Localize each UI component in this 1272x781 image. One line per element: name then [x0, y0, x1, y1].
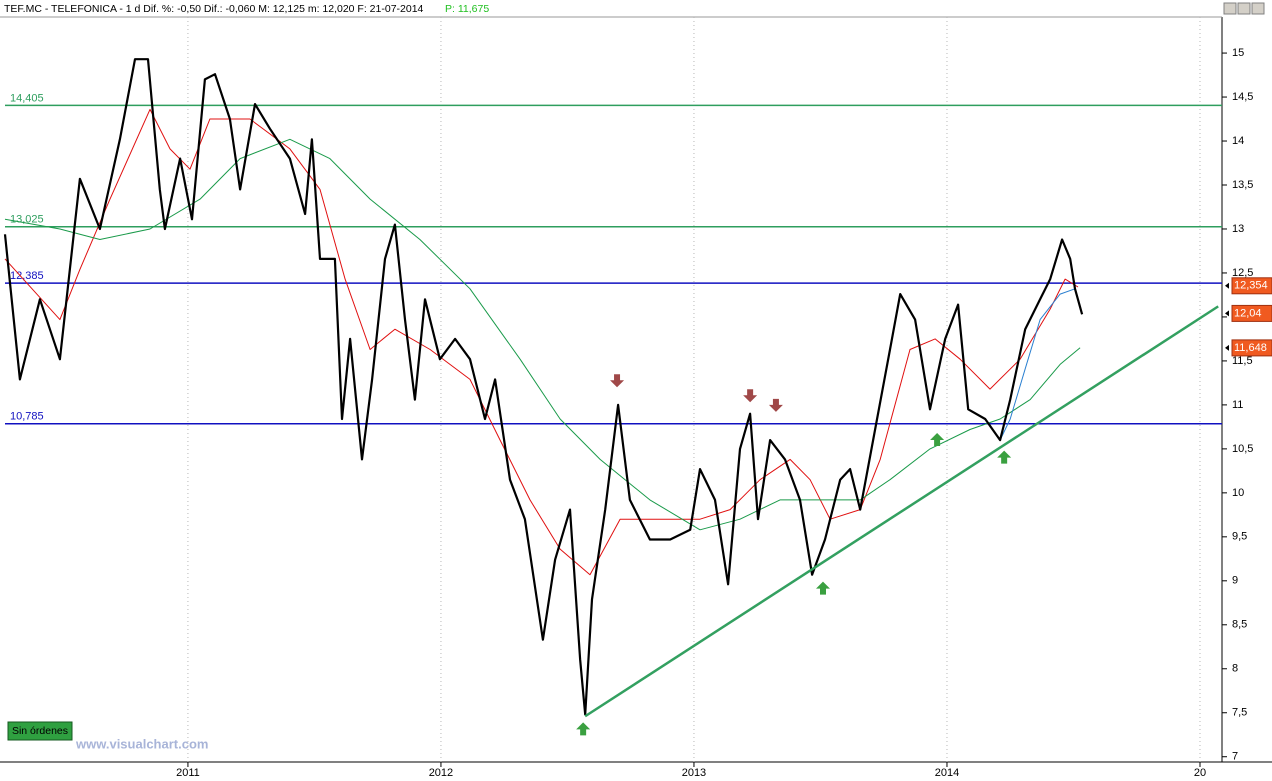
- price-tag-label: 12,354: [1234, 280, 1268, 292]
- price-tag-label: 12,04: [1234, 307, 1262, 319]
- status-text: Sin órdenes: [12, 725, 68, 737]
- x-tick-label: 20: [1194, 767, 1206, 779]
- series-line: [4, 138, 1081, 531]
- header-text: TEF.MC - TELEFONICA - 1 d Dif. %: -0,50 …: [4, 3, 424, 15]
- y-tick-label: 10,5: [1232, 443, 1253, 455]
- level-label: 12,385: [10, 270, 44, 282]
- signal-arrow: [997, 450, 1012, 464]
- axes-layer: 77,588,599,51010,51111,51212,51313,51414…: [176, 47, 1272, 779]
- y-tick-label: 12,5: [1232, 267, 1253, 279]
- watermark: www.visualchart.com: [75, 736, 208, 751]
- window-buttons: [1223, 2, 1265, 15]
- x-tick-label: 2014: [935, 767, 959, 779]
- series-layer: [3, 58, 1084, 716]
- y-tick-label: 8,5: [1232, 619, 1247, 631]
- level-label: 10,785: [10, 411, 44, 423]
- grid-layer: [187, 17, 1201, 762]
- y-tick-label: 13,5: [1232, 179, 1253, 191]
- price-tag-label: 11,648: [1234, 342, 1267, 354]
- series-line: [3, 58, 1084, 716]
- levels-layer: 14,405 13,025 12,385 10,785: [5, 92, 1222, 425]
- signal-arrow: [610, 374, 625, 388]
- y-tick-label: 8: [1232, 663, 1238, 675]
- y-tick-label: 9: [1232, 575, 1238, 587]
- maximize-button[interactable]: [1237, 2, 1251, 15]
- y-tick-label: 13: [1232, 223, 1244, 235]
- signal-arrow: [815, 581, 830, 595]
- series-line: [999, 288, 1076, 441]
- y-tick-label: 10: [1232, 487, 1244, 499]
- close-button[interactable]: [1251, 2, 1265, 15]
- y-tick-label: 11: [1232, 399, 1243, 411]
- price-tag: [1231, 339, 1272, 357]
- y-tick-label: 14: [1232, 135, 1244, 147]
- y-tick-label: 15: [1232, 47, 1244, 59]
- series-line: [4, 108, 1079, 576]
- x-tick-label: 2013: [682, 767, 706, 779]
- signal-arrow: [930, 433, 945, 447]
- y-tick-label: 7: [1232, 751, 1238, 763]
- price-tag-pointer: [1225, 310, 1229, 317]
- price-tag-pointer: [1225, 282, 1229, 289]
- price-tag: [1231, 304, 1272, 322]
- signal-arrow: [743, 389, 758, 403]
- signal-arrow: [576, 722, 591, 736]
- status-box[interactable]: [7, 721, 73, 741]
- y-tick-label: 14,5: [1232, 91, 1253, 103]
- level-label: 14,405: [10, 92, 44, 104]
- price-tag: [1231, 277, 1272, 295]
- y-tick-label: 11,5: [1232, 355, 1253, 367]
- minimize-button[interactable]: [1223, 2, 1237, 15]
- header-bar: [0, 0, 1272, 17]
- x-tick-label: 2012: [429, 767, 453, 779]
- y-tick-label: 9,5: [1232, 531, 1247, 543]
- signal-arrow: [768, 398, 783, 412]
- header-price: P: 11,675: [445, 3, 489, 15]
- price-tag-pointer: [1225, 344, 1229, 351]
- level-label: 13,025: [10, 214, 44, 226]
- y-tick-label: 7,5: [1232, 707, 1247, 719]
- trend-line: [584, 305, 1219, 718]
- marks-layer: [576, 305, 1219, 736]
- x-tick-label: 2011: [176, 767, 200, 779]
